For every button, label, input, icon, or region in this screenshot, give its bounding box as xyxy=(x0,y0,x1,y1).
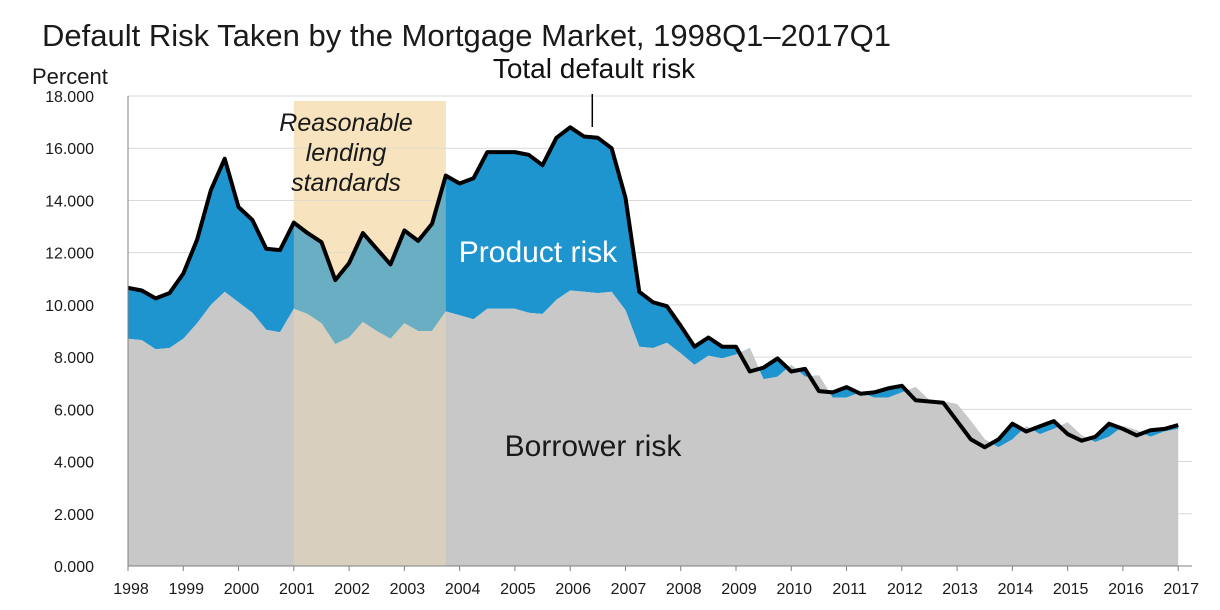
y-tick-label: 8.000 xyxy=(54,350,94,367)
x-tick-label: 1998 xyxy=(113,581,149,598)
x-tick-label: 2005 xyxy=(500,581,536,598)
x-tick-label: 2002 xyxy=(334,581,370,598)
x-tick-label: 2003 xyxy=(390,581,426,598)
x-tick-label: 2015 xyxy=(1053,581,1089,598)
y-axis-label: Percent xyxy=(32,64,108,89)
y-tick-label: 4.000 xyxy=(54,455,94,472)
annotation-product-risk: Product risk xyxy=(459,236,618,269)
y-tick-label: 2.000 xyxy=(54,507,94,524)
x-tick-label: 2007 xyxy=(611,581,647,598)
x-tick-label: 2014 xyxy=(998,581,1034,598)
x-tick-label: 2009 xyxy=(721,581,757,598)
x-tick-label: 2012 xyxy=(887,581,923,598)
x-tick-label: 2010 xyxy=(776,581,812,598)
y-tick-label: 6.000 xyxy=(54,402,94,419)
x-tick-label: 2008 xyxy=(666,581,702,598)
y-tick-label: 14.000 xyxy=(45,193,94,210)
x-tick-label: 2000 xyxy=(224,581,260,598)
x-tick-label: 2011 xyxy=(832,581,867,598)
x-tick-label: 2016 xyxy=(1108,581,1144,598)
y-tick-label: 12.000 xyxy=(45,246,94,263)
annotation-total-default-risk: Total default risk xyxy=(493,53,696,84)
x-tick-label: 2004 xyxy=(445,581,481,598)
area-layer xyxy=(128,101,1178,566)
y-tick-label: 10.000 xyxy=(45,298,94,315)
annotation-standards-line-1: Reasonable xyxy=(279,109,412,137)
x-tick-label: 2013 xyxy=(942,581,978,598)
annotation-standards-line-2: lending xyxy=(306,139,387,167)
y-tick-label: 18.000 xyxy=(45,89,94,106)
x-tick-label: 2017 xyxy=(1163,581,1199,598)
x-tick-label: 2001 xyxy=(279,581,315,598)
annotation-borrower-risk: Borrower risk xyxy=(505,430,683,463)
x-tick-label: 2006 xyxy=(555,581,591,598)
y-tick-label: 16.000 xyxy=(45,141,94,158)
annotation-standards-line-3: standards xyxy=(291,169,401,197)
chart-title: Default Risk Taken by the Mortgage Marke… xyxy=(42,18,891,53)
x-tick-label: 1999 xyxy=(168,581,204,598)
y-tick-label: 0.000 xyxy=(54,559,94,576)
